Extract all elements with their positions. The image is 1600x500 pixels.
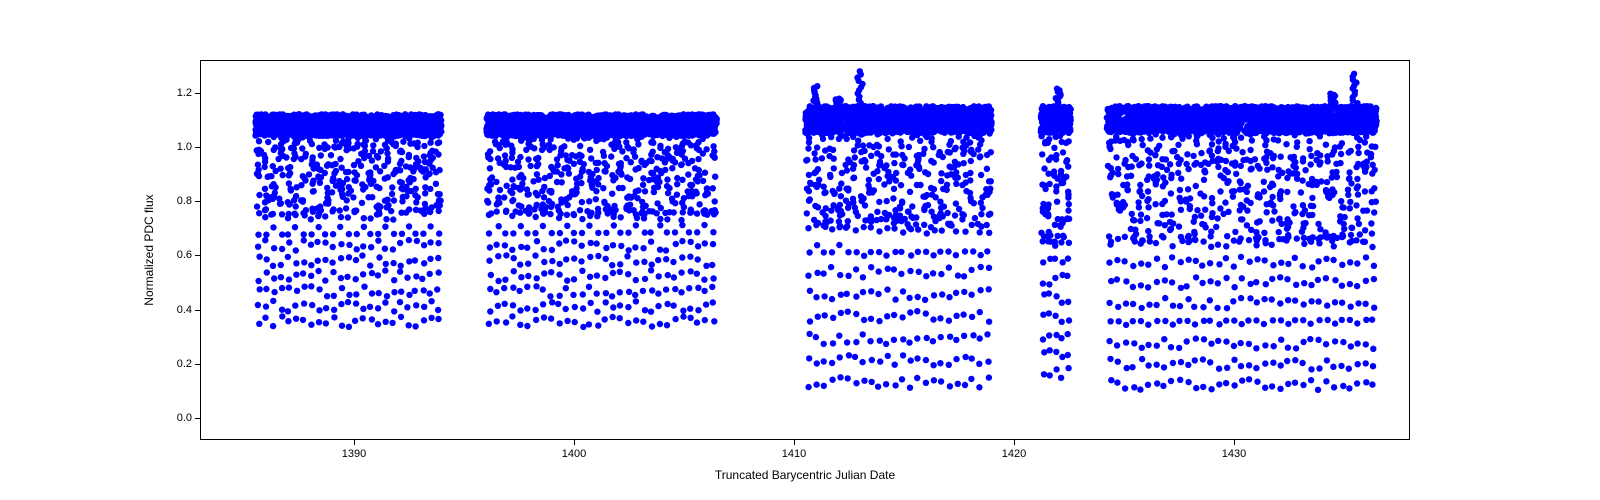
- lightcurve-chart: Truncated Barycentric Julian Date Normal…: [0, 0, 1600, 500]
- ytick-label: 1.2: [168, 87, 192, 99]
- ytick-label: 0.0: [168, 412, 192, 424]
- ytick-mark: [195, 310, 200, 311]
- xtick-mark: [354, 440, 355, 445]
- x-axis-label: Truncated Barycentric Julian Date: [715, 468, 895, 482]
- ytick-mark: [195, 147, 200, 148]
- xtick-label: 1410: [782, 448, 806, 460]
- ytick-mark: [195, 93, 200, 94]
- xtick-label: 1390: [342, 448, 366, 460]
- ytick-label: 0.8: [168, 195, 192, 207]
- xtick-label: 1400: [562, 448, 586, 460]
- xtick-label: 1430: [1222, 448, 1246, 460]
- ytick-mark: [195, 201, 200, 202]
- y-axis-label: Normalized PDC flux: [142, 194, 156, 305]
- ytick-label: 1.0: [168, 141, 192, 153]
- ytick-label: 0.4: [168, 304, 192, 316]
- ytick-mark: [195, 255, 200, 256]
- xtick-label: 1420: [1002, 448, 1026, 460]
- scatter-points: [0, 0, 1600, 500]
- xtick-mark: [1234, 440, 1235, 445]
- xtick-mark: [574, 440, 575, 445]
- xtick-mark: [1014, 440, 1015, 445]
- ytick-label: 0.2: [168, 358, 192, 370]
- ytick-label: 0.6: [168, 249, 192, 261]
- ytick-mark: [195, 418, 200, 419]
- ytick-mark: [195, 364, 200, 365]
- xtick-mark: [794, 440, 795, 445]
